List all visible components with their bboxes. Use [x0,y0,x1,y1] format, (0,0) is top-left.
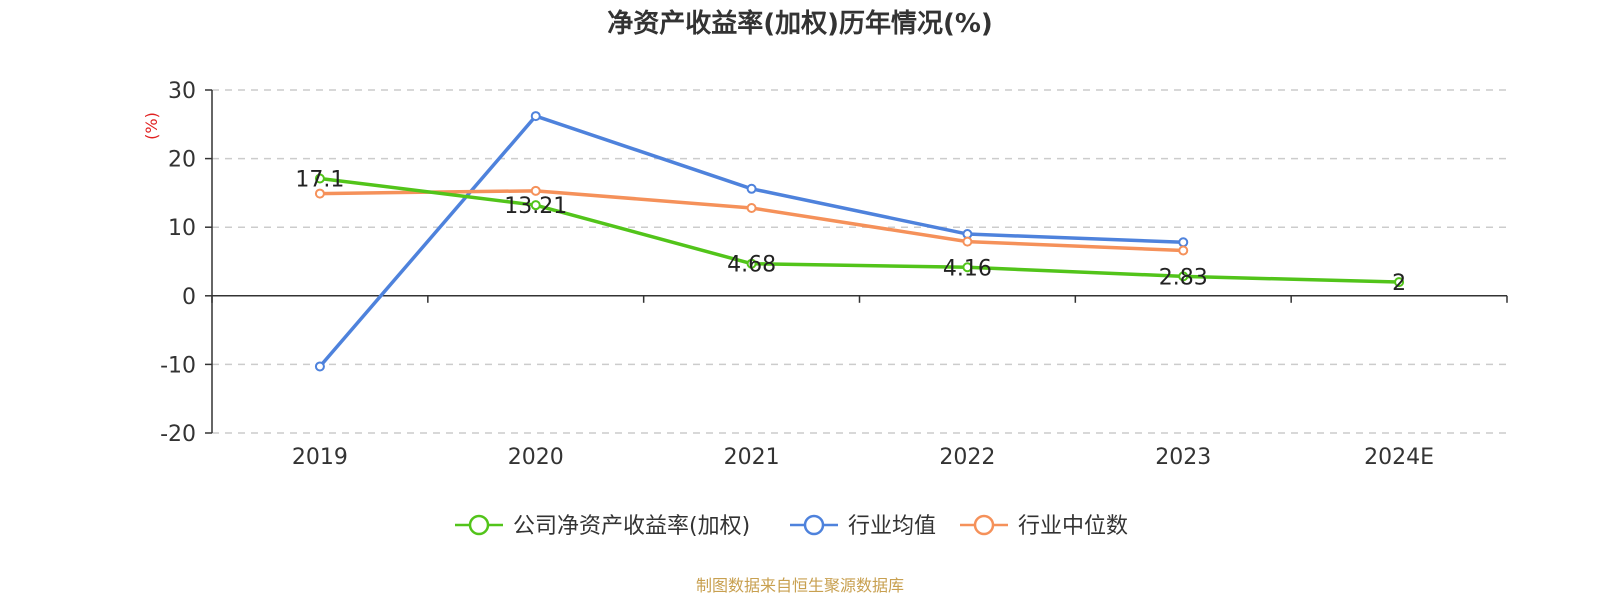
data-point[interactable] [962,262,973,273]
axes: 30 20 10 0 -10 -20 2019 2020 2021 2022 2023 2024E [160,79,1508,470]
x-tick-label: 2020 [508,445,564,470]
legend[interactable]: 公司净资产收益率(加权) 行业均值 行业中位数 [455,514,1128,539]
x-tick-label: 2023 [1155,445,1211,470]
data-point[interactable] [314,188,325,199]
data-label: 2 [1392,271,1406,296]
data-point[interactable] [746,183,757,194]
data-point[interactable] [530,111,541,122]
x-tick-label: 2024E [1364,445,1434,470]
data-point[interactable] [1394,277,1405,288]
source-note: 制图数据来自恒生聚源数据库 [696,576,904,595]
data-point[interactable] [530,200,541,211]
data-point[interactable] [1178,237,1189,248]
data-point[interactable] [314,361,325,372]
data-point[interactable] [314,173,325,184]
y-tick-label: -20 [160,422,196,447]
legend-marker-icon [973,514,995,536]
data-point[interactable] [746,258,757,269]
legend-label: 公司净资产收益率(加权) [513,514,750,539]
legend-item[interactable]: 行业均值 [790,514,936,539]
grid-lines [212,89,1507,434]
data-labels: 17.1 13.21 4.68 4.16 2.83 2 [295,167,1406,296]
data-point[interactable] [962,236,973,247]
y-tick-label: 0 [182,285,196,310]
x-tick-label: 2021 [724,445,780,470]
y-tick-label: 10 [168,216,196,241]
data-label: 4.68 [727,253,776,278]
series-line [319,189,1184,253]
data-label: 17.1 [295,167,344,192]
data-point[interactable] [746,202,757,213]
legend-label: 行业中位数 [1018,514,1128,539]
y-axis-label: (%) [142,112,161,140]
legend-marker-icon [468,514,490,536]
x-tick-label: 2019 [292,445,348,470]
data-label: 2.83 [1159,265,1208,290]
y-tick-label: -10 [160,353,196,378]
data-label: 4.16 [943,256,992,281]
legend-item[interactable]: 公司净资产收益率(加权) [455,514,750,539]
x-tick-label: 2022 [939,445,995,470]
y-tick-label: 30 [168,79,196,104]
data-label: 13.21 [504,194,567,219]
series-line [319,176,1400,284]
y-tick-label: 20 [168,148,196,173]
legend-label: 行业均值 [848,514,936,539]
legend-item[interactable]: 行业中位数 [960,514,1128,539]
data-point[interactable] [1178,245,1189,256]
data-point[interactable] [530,185,541,196]
series-lines [314,111,1405,372]
data-point[interactable] [1178,271,1189,282]
series-line [318,114,1184,368]
chart-title: 净资产收益率(加权)历年情况(%) [607,8,993,39]
legend-marker-icon [803,514,825,536]
